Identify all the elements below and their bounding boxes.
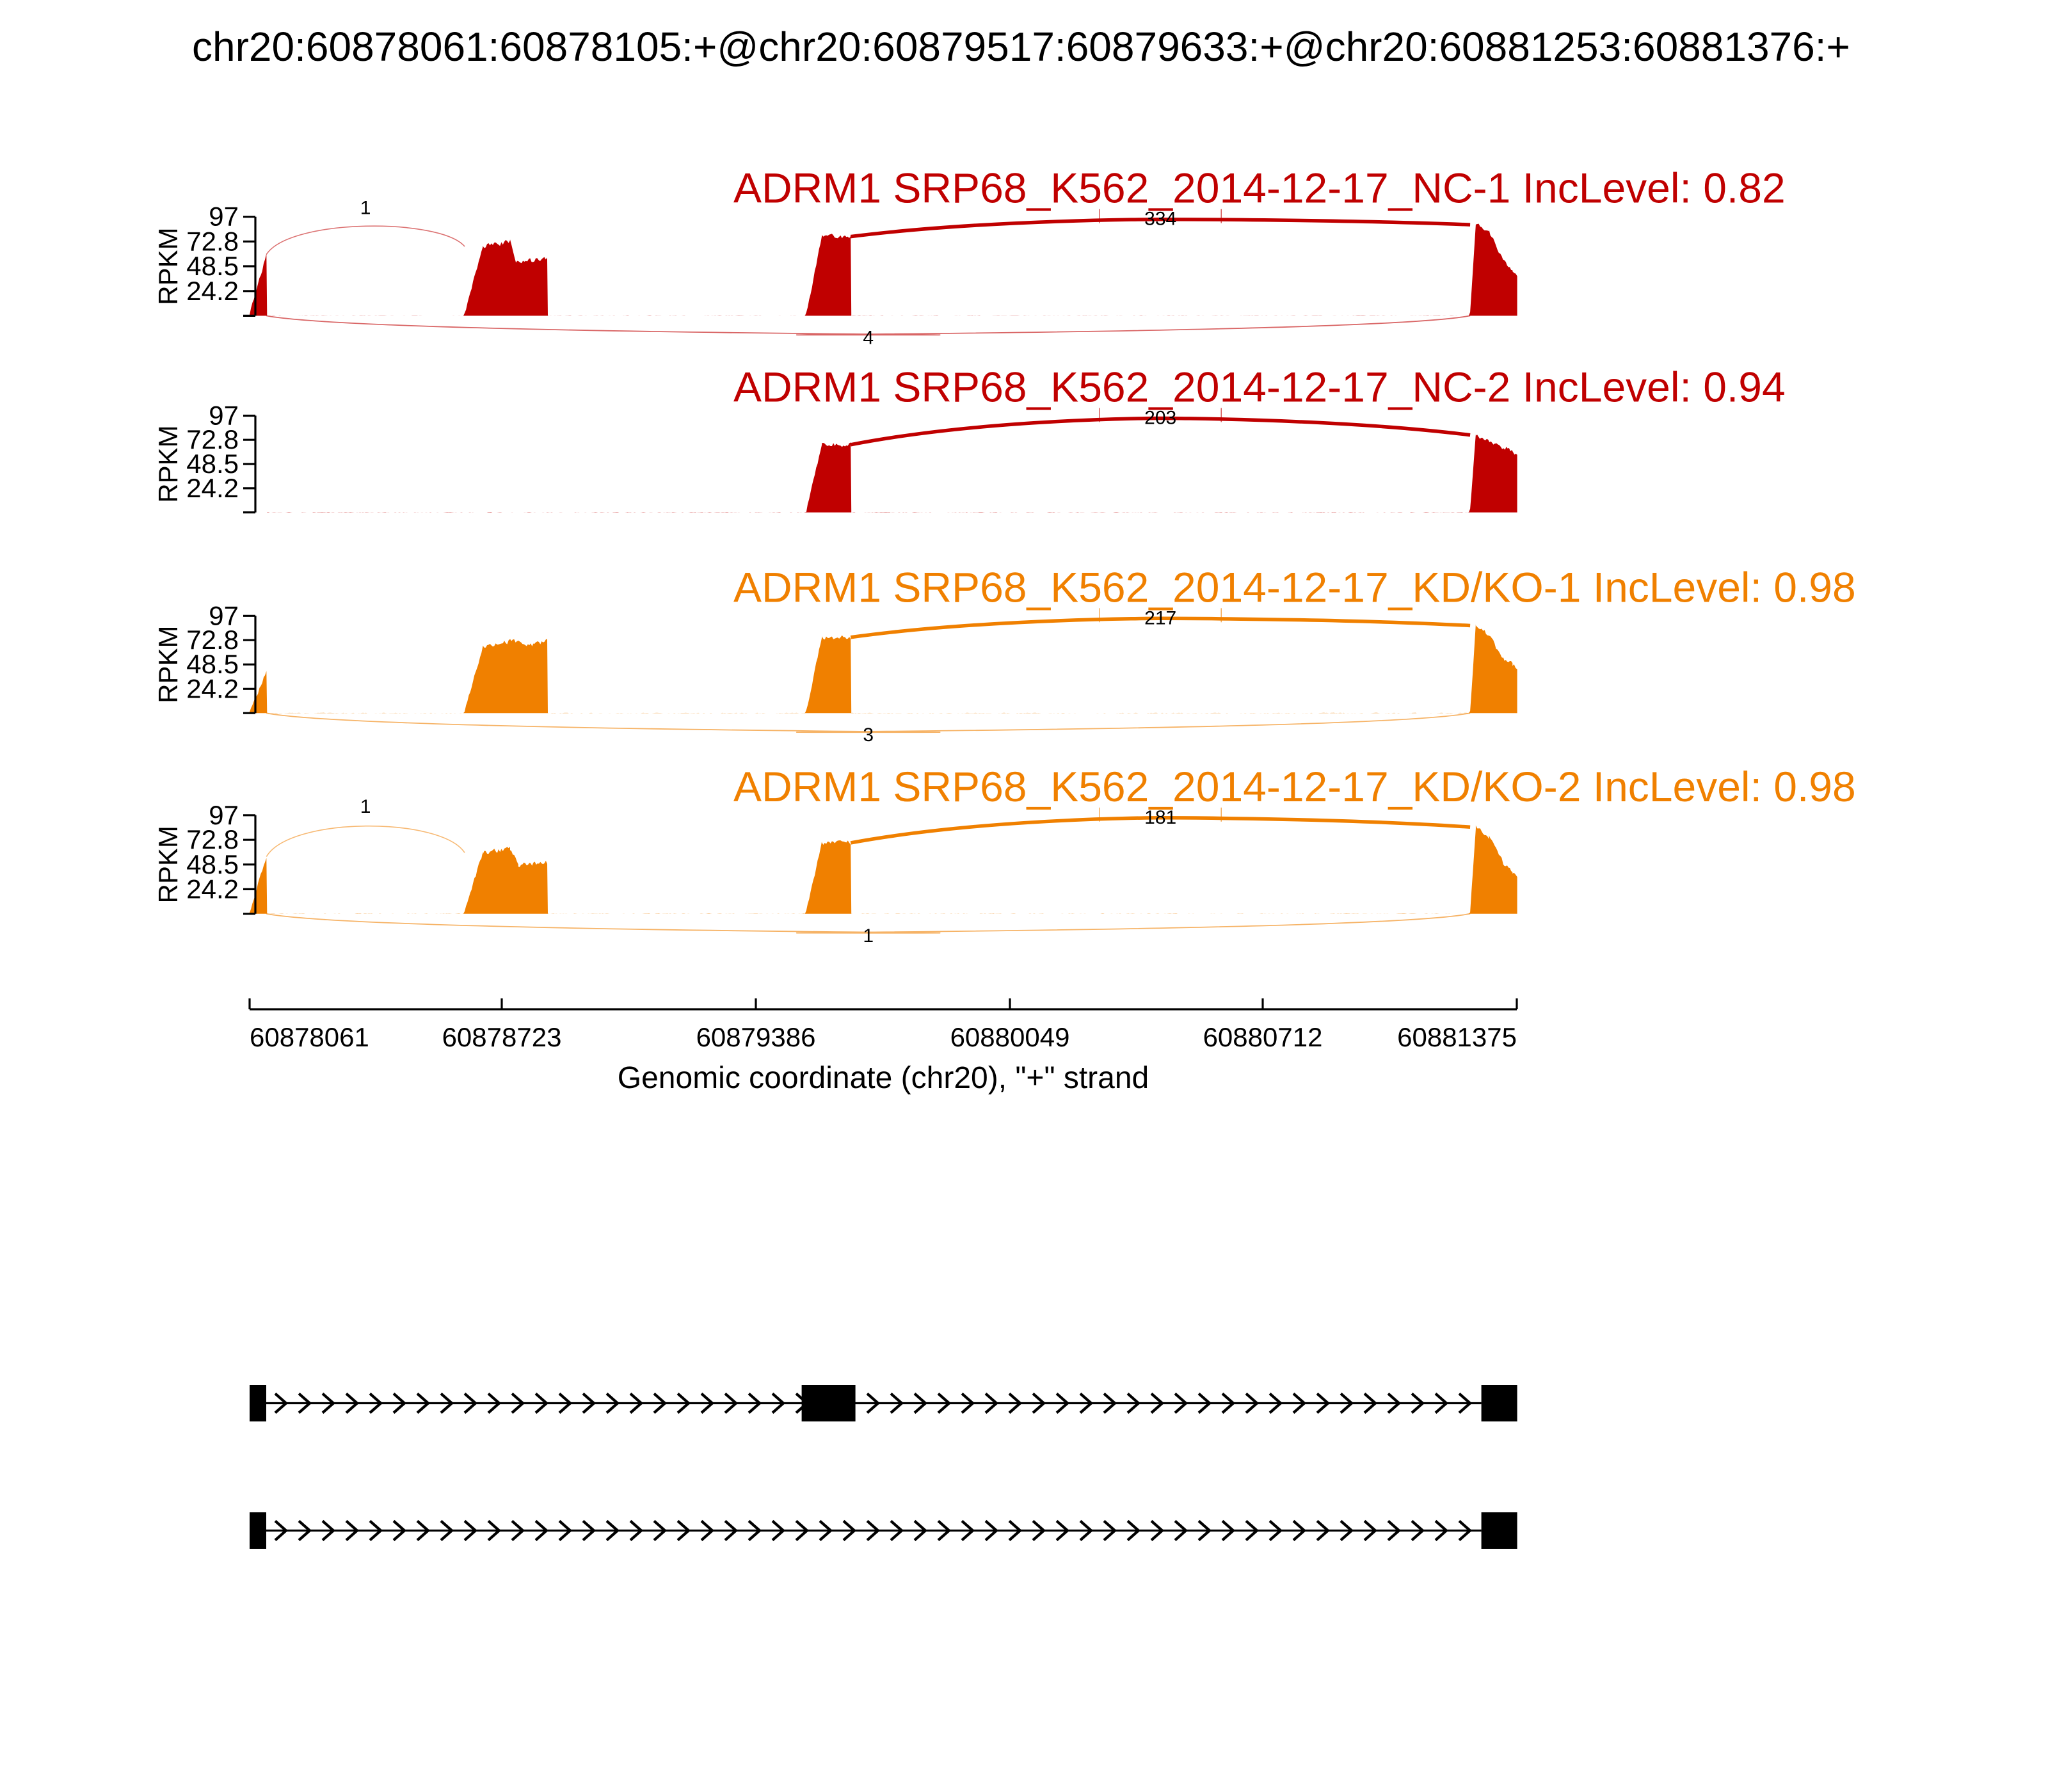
svg-text:60881375: 60881375 xyxy=(1397,1022,1517,1052)
svg-text:ADRM1 SRP68_K562_2014-12-17_KD: ADRM1 SRP68_K562_2014-12-17_KD/KO-2 IncL… xyxy=(733,763,1856,810)
svg-text:ADRM1 SRP68_K562_2014-12-17_NC: ADRM1 SRP68_K562_2014-12-17_NC-2 IncLeve… xyxy=(733,364,1786,411)
svg-text:334: 334 xyxy=(1144,209,1176,230)
svg-text:4: 4 xyxy=(863,327,874,348)
svg-text:217: 217 xyxy=(1144,607,1176,628)
svg-text:Genomic coordinate (chr20), "+: Genomic coordinate (chr20), "+" strand xyxy=(618,1061,1149,1095)
svg-text:60878723: 60878723 xyxy=(442,1022,562,1052)
svg-text:chr20:60878061:60878105:+@chr2: chr20:60878061:60878105:+@chr20:60879517… xyxy=(192,24,1850,70)
svg-text:3: 3 xyxy=(863,724,874,746)
svg-text:RPKM: RPKM xyxy=(153,826,183,903)
svg-text:60880049: 60880049 xyxy=(950,1022,1070,1052)
svg-text:60880712: 60880712 xyxy=(1203,1022,1323,1052)
svg-text:24.2: 24.2 xyxy=(186,874,239,904)
svg-text:24.2: 24.2 xyxy=(186,276,239,306)
svg-text:1: 1 xyxy=(360,198,371,219)
svg-text:24.2: 24.2 xyxy=(186,673,239,703)
svg-text:RPKM: RPKM xyxy=(153,425,183,502)
svg-text:60879386: 60879386 xyxy=(696,1022,816,1052)
svg-text:RPKM: RPKM xyxy=(153,227,183,305)
svg-text:1: 1 xyxy=(863,925,874,947)
svg-text:RPKM: RPKM xyxy=(153,626,183,703)
svg-text:24.2: 24.2 xyxy=(186,473,239,503)
svg-text:181: 181 xyxy=(1144,807,1176,828)
svg-text:1: 1 xyxy=(360,796,371,817)
svg-text:60878061: 60878061 xyxy=(250,1022,369,1052)
svg-text:203: 203 xyxy=(1144,408,1176,429)
svg-text:ADRM1 SRP68_K562_2014-12-17_KD: ADRM1 SRP68_K562_2014-12-17_KD/KO-1 IncL… xyxy=(733,563,1856,611)
svg-text:ADRM1 SRP68_K562_2014-12-17_NC: ADRM1 SRP68_K562_2014-12-17_NC-1 IncLeve… xyxy=(733,164,1786,212)
